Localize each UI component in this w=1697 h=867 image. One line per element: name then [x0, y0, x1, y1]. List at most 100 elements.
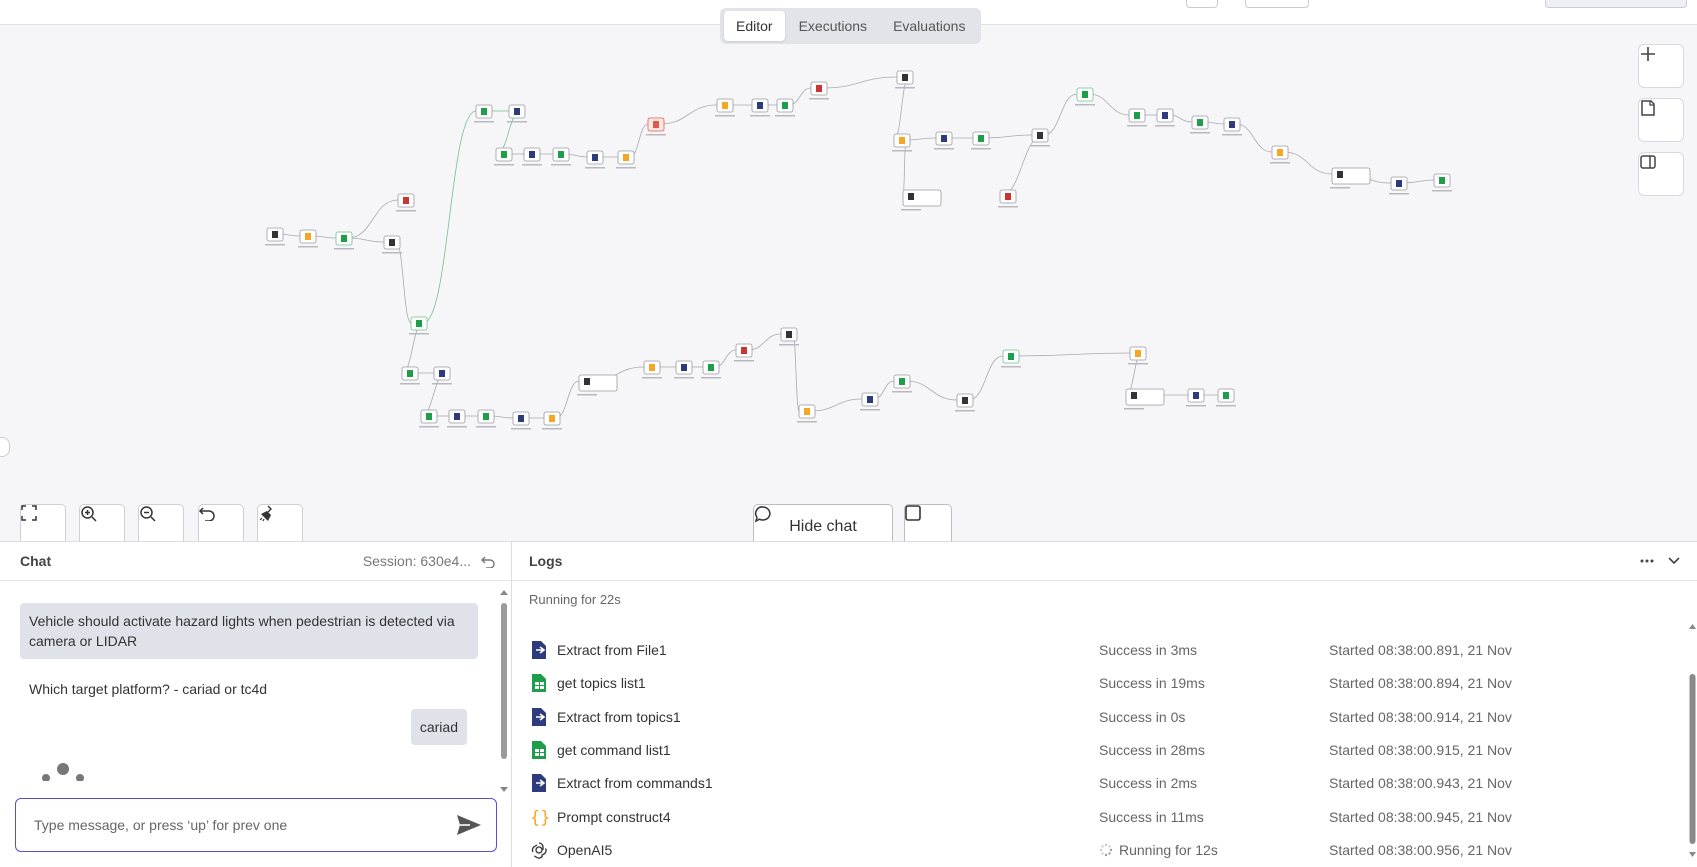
workflow-node[interactable]: [1124, 388, 1165, 410]
workflow-node[interactable]: [616, 150, 636, 169]
workflow-node[interactable]: [265, 227, 285, 246]
add-node-button[interactable]: [1638, 44, 1684, 88]
workflow-node[interactable]: [382, 235, 402, 254]
more-options-icon[interactable]: [1640, 559, 1654, 563]
chevron-down-icon[interactable]: [1668, 557, 1680, 565]
user-message: Vehicle should activate hazard lights wh…: [20, 603, 478, 659]
workflow-node[interactable]: [701, 360, 721, 379]
workflow-node[interactable]: [1186, 388, 1206, 407]
workflow-node[interactable]: [298, 229, 318, 248]
logs-scrollbar[interactable]: [1688, 622, 1697, 860]
workflow-node[interactable]: [396, 193, 416, 212]
workflow-node[interactable]: [419, 409, 439, 428]
log-row[interactable]: get command list1 Success in 28ms Started …: [529, 735, 1679, 765]
workflow-node[interactable]: [715, 98, 735, 117]
workflow-node[interactable]: [522, 147, 542, 166]
workflow-node[interactable]: [750, 98, 770, 117]
workflow-node[interactable]: [400, 366, 420, 385]
workflow-node[interactable]: [646, 117, 666, 136]
workflow-node[interactable]: [1155, 108, 1175, 127]
workflow-connection: [659, 104, 718, 125]
workflow-node[interactable]: [895, 70, 915, 89]
workflow-node[interactable]: [955, 393, 975, 412]
log-row[interactable]: OpenAI5 Running for 12s Started 08:38:00.9…: [529, 835, 1679, 865]
tab-executions[interactable]: Executions: [798, 18, 868, 34]
log-status-text: Success in 3ms: [1099, 642, 1198, 658]
plus-icon: [1641, 47, 1655, 61]
workflow-node[interactable]: [860, 392, 880, 411]
workflow-node[interactable]: [334, 231, 354, 250]
workflow-node[interactable]: [934, 131, 954, 150]
workflow-node[interactable]: [494, 147, 514, 166]
workflow-node[interactable]: [1389, 176, 1409, 195]
workflow-node[interactable]: [1001, 349, 1021, 368]
workflow-node[interactable]: [1432, 173, 1452, 192]
workflow-node[interactable]: [447, 409, 467, 428]
workflow-node[interactable]: [1030, 128, 1050, 147]
tab-evaluations[interactable]: Evaluations: [893, 18, 966, 34]
log-row[interactable]: Extract from topics1 Success in 0s Started…: [529, 702, 1679, 732]
workflow-node[interactable]: [892, 133, 912, 152]
workflow-node[interactable]: [409, 316, 429, 335]
view-tabs: Editor Executions Evaluations: [720, 8, 982, 44]
add-note-button[interactable]: [1638, 98, 1684, 142]
workflow-node[interactable]: [797, 404, 817, 423]
toggle-panel-button[interactable]: [1638, 152, 1684, 196]
user-message: cariad: [410, 709, 467, 745]
workflow-canvas[interactable]: Editor Executions Evaluations Hide chat: [0, 8, 1697, 550]
workflow-connection: [792, 333, 800, 412]
workflow-node[interactable]: [474, 104, 494, 123]
workflow-node[interactable]: [779, 327, 799, 346]
workflow-node[interactable]: [1216, 388, 1236, 407]
workflow-node[interactable]: [1330, 167, 1371, 189]
workflow-graph[interactable]: [0, 25, 1697, 541]
workflow-connection: [347, 199, 399, 239]
workflow-node[interactable]: [901, 189, 942, 211]
workflow-node[interactable]: [507, 104, 527, 123]
logs-actions: [1640, 557, 1680, 565]
header-control[interactable]: [1186, 0, 1218, 8]
chat-panel: Chat Session: 630e4... Vehicle should ac…: [0, 542, 512, 867]
log-row[interactable]: Extract from File1 Success in 3ms Started …: [529, 635, 1679, 665]
workflow-connection: [1235, 123, 1273, 153]
log-started-time: Started 08:38:00.915, 21 Nov: [1329, 741, 1512, 758]
tab-editor[interactable]: Editor: [724, 11, 785, 41]
workflow-node[interactable]: [551, 147, 571, 166]
extract-file-icon: [529, 707, 549, 727]
workflow-node[interactable]: [998, 189, 1018, 208]
header-toggle[interactable]: [1545, 0, 1687, 8]
workflow-node[interactable]: [1270, 145, 1290, 164]
send-icon[interactable]: [456, 814, 482, 836]
workflow-node[interactable]: [432, 366, 452, 385]
bot-message: Which target platform? - cariad or tc4d: [29, 681, 268, 697]
workflow-node[interactable]: [809, 81, 829, 100]
log-row[interactable]: Extract from commands1 Success in 2ms Star…: [529, 768, 1679, 798]
workflow-node[interactable]: [642, 360, 662, 379]
chat-message-field[interactable]: [32, 816, 456, 834]
workflow-node[interactable]: [476, 409, 496, 428]
workflow-node[interactable]: [734, 343, 754, 362]
workflow-node[interactable]: [971, 131, 991, 150]
log-status: Success in 3ms: [1099, 642, 1329, 658]
workflow-node[interactable]: [1128, 346, 1148, 365]
workflow-node[interactable]: [1190, 115, 1210, 134]
workflow-node[interactable]: [511, 411, 531, 430]
workflow-node[interactable]: [585, 150, 605, 169]
header-control[interactable]: [1245, 0, 1309, 8]
workflow-node[interactable]: [1127, 108, 1147, 127]
log-row[interactable]: {} Prompt construct4 Success in 11ms Starte…: [529, 802, 1679, 832]
log-row[interactable]: get topics list1 Success in 19ms Started 0…: [529, 668, 1679, 698]
workflow-node[interactable]: [775, 98, 795, 117]
extract-file-icon: [529, 640, 549, 660]
workflow-node[interactable]: [1222, 117, 1242, 136]
reset-session-icon[interactable]: [481, 554, 495, 568]
workflow-node[interactable]: [674, 360, 694, 379]
chat-scrollbar[interactable]: [498, 587, 510, 795]
workflow-node[interactable]: [1075, 87, 1095, 106]
log-node-name: Prompt construct4: [557, 808, 671, 825]
running-status: Running for 22s: [529, 592, 621, 607]
chat-input[interactable]: [15, 798, 497, 852]
workflow-node[interactable]: [892, 374, 912, 393]
workflow-node[interactable]: [542, 411, 562, 430]
workflow-node[interactable]: [577, 374, 618, 396]
